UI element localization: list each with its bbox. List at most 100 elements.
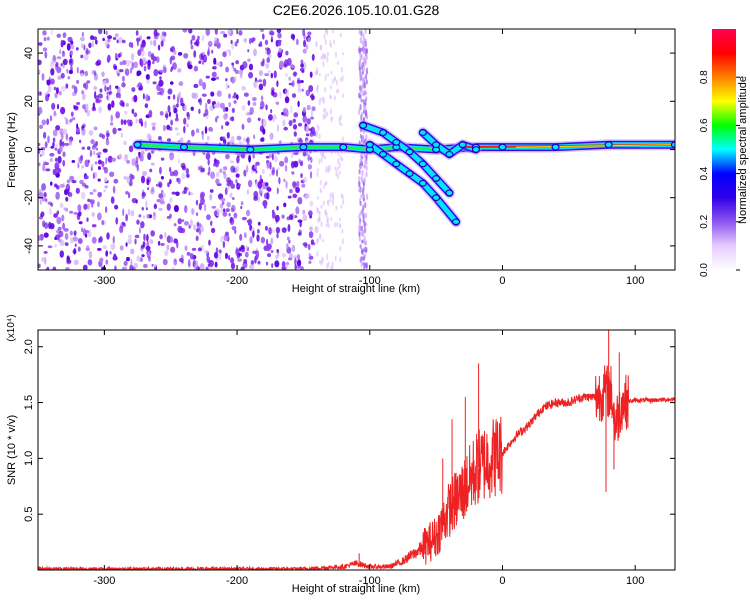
- noise-blob: [91, 236, 97, 244]
- noise-blob: [364, 40, 367, 48]
- noise-blob: [38, 42, 43, 46]
- noise-blob: [205, 75, 210, 79]
- noise-blob: [235, 60, 239, 65]
- noise-blob: [226, 201, 231, 208]
- noise-blob: [261, 181, 267, 190]
- noise-blob: [230, 165, 236, 173]
- noise-blob: [275, 254, 279, 260]
- noise-blob: [86, 80, 91, 84]
- noise-blob: [362, 186, 365, 192]
- noise-blob: [50, 30, 53, 35]
- noise-blob: [167, 182, 170, 188]
- noise-blob: [339, 114, 342, 121]
- noise-blob: [267, 253, 271, 258]
- noise-blob: [331, 78, 334, 85]
- noise-blob: [225, 82, 229, 91]
- noise-blob: [225, 49, 230, 53]
- noise-blob: [225, 78, 228, 82]
- noise-blob: [136, 219, 140, 225]
- noise-blob: [292, 182, 297, 189]
- colorbar-axis: 0.0 0.2 0.4 0.6 0.8: [699, 70, 740, 277]
- noise-blob: [326, 263, 329, 269]
- noise-blob: [289, 188, 293, 194]
- noise-blob: [273, 70, 277, 79]
- noise-blob: [62, 32, 67, 38]
- noise-blob: [171, 191, 176, 195]
- noise-blob: [142, 215, 145, 219]
- noise-blob: [361, 111, 364, 116]
- noise-blob: [316, 207, 319, 214]
- noise-blob: [140, 175, 146, 184]
- noise-blob: [243, 169, 247, 177]
- noise-blob: [65, 196, 69, 202]
- noise-blob: [155, 56, 160, 63]
- noise-blob: [195, 199, 199, 206]
- noise-blob: [159, 166, 162, 175]
- x-tick-label: 100: [626, 275, 644, 287]
- noise-blob: [125, 213, 128, 222]
- noise-blob: [316, 237, 319, 243]
- noise-blob: [205, 102, 208, 110]
- y-tick-label: 0: [23, 146, 35, 152]
- noise-blob: [317, 125, 320, 132]
- noise-blob: [110, 196, 115, 204]
- noise-blob: [225, 153, 230, 160]
- noise-blob: [360, 65, 364, 71]
- noise-blob: [152, 214, 157, 221]
- noise-blob: [64, 189, 68, 196]
- noise-blob: [54, 243, 57, 248]
- noise-blob: [265, 49, 268, 55]
- spectrogram-x-label: Height of straight line (km): [292, 283, 420, 295]
- noise-blob: [151, 186, 155, 193]
- noise-blob: [143, 65, 147, 72]
- noise-blob: [178, 229, 184, 233]
- noise-blob: [238, 252, 243, 257]
- noise-blob: [119, 100, 125, 107]
- noise-blob: [203, 250, 209, 254]
- noise-blob: [149, 40, 153, 46]
- noise-blob: [303, 39, 307, 48]
- noise-blob: [138, 214, 142, 218]
- noise-blob: [270, 109, 273, 114]
- noise-blob: [340, 66, 343, 74]
- x-tick-label: 100: [626, 575, 644, 587]
- noise-blob: [318, 234, 321, 239]
- noise-blob: [304, 194, 309, 200]
- noise-blob: [111, 157, 117, 162]
- noise-blob: [56, 210, 60, 215]
- noise-blob: [318, 98, 321, 106]
- noise-blob: [259, 41, 263, 47]
- noise-blob: [229, 216, 233, 223]
- noise-blob: [341, 194, 344, 200]
- noise-blob: [148, 109, 153, 118]
- track-blob: [458, 141, 467, 149]
- noise-blob: [195, 39, 200, 47]
- noise-blob: [327, 73, 330, 77]
- noise-blob: [262, 78, 267, 87]
- noise-blob: [86, 203, 90, 210]
- noise-blob: [227, 29, 232, 36]
- noise-blob: [316, 171, 319, 178]
- noise-blob: [110, 243, 116, 251]
- noise-blob: [360, 98, 363, 103]
- noise-blob: [177, 218, 182, 225]
- noise-blob: [274, 260, 280, 268]
- noise-blob: [78, 221, 83, 225]
- noise-blob: [133, 61, 139, 69]
- noise-blob: [101, 220, 104, 226]
- noise-blob: [316, 251, 319, 257]
- noise-blob: [103, 189, 106, 193]
- noise-blob: [281, 227, 287, 233]
- noise-blob: [215, 247, 219, 254]
- noise-blob: [143, 263, 148, 269]
- noise-blob: [363, 176, 366, 184]
- noise-blob: [264, 39, 269, 46]
- noise-blob: [258, 70, 264, 76]
- noise-blob: [189, 253, 195, 260]
- track-blob: [392, 138, 401, 146]
- noise-blob: [137, 49, 142, 56]
- noise-blob: [184, 205, 188, 213]
- noise-blob: [231, 43, 235, 50]
- noise-blob: [360, 30, 363, 37]
- noise-blob: [247, 49, 250, 53]
